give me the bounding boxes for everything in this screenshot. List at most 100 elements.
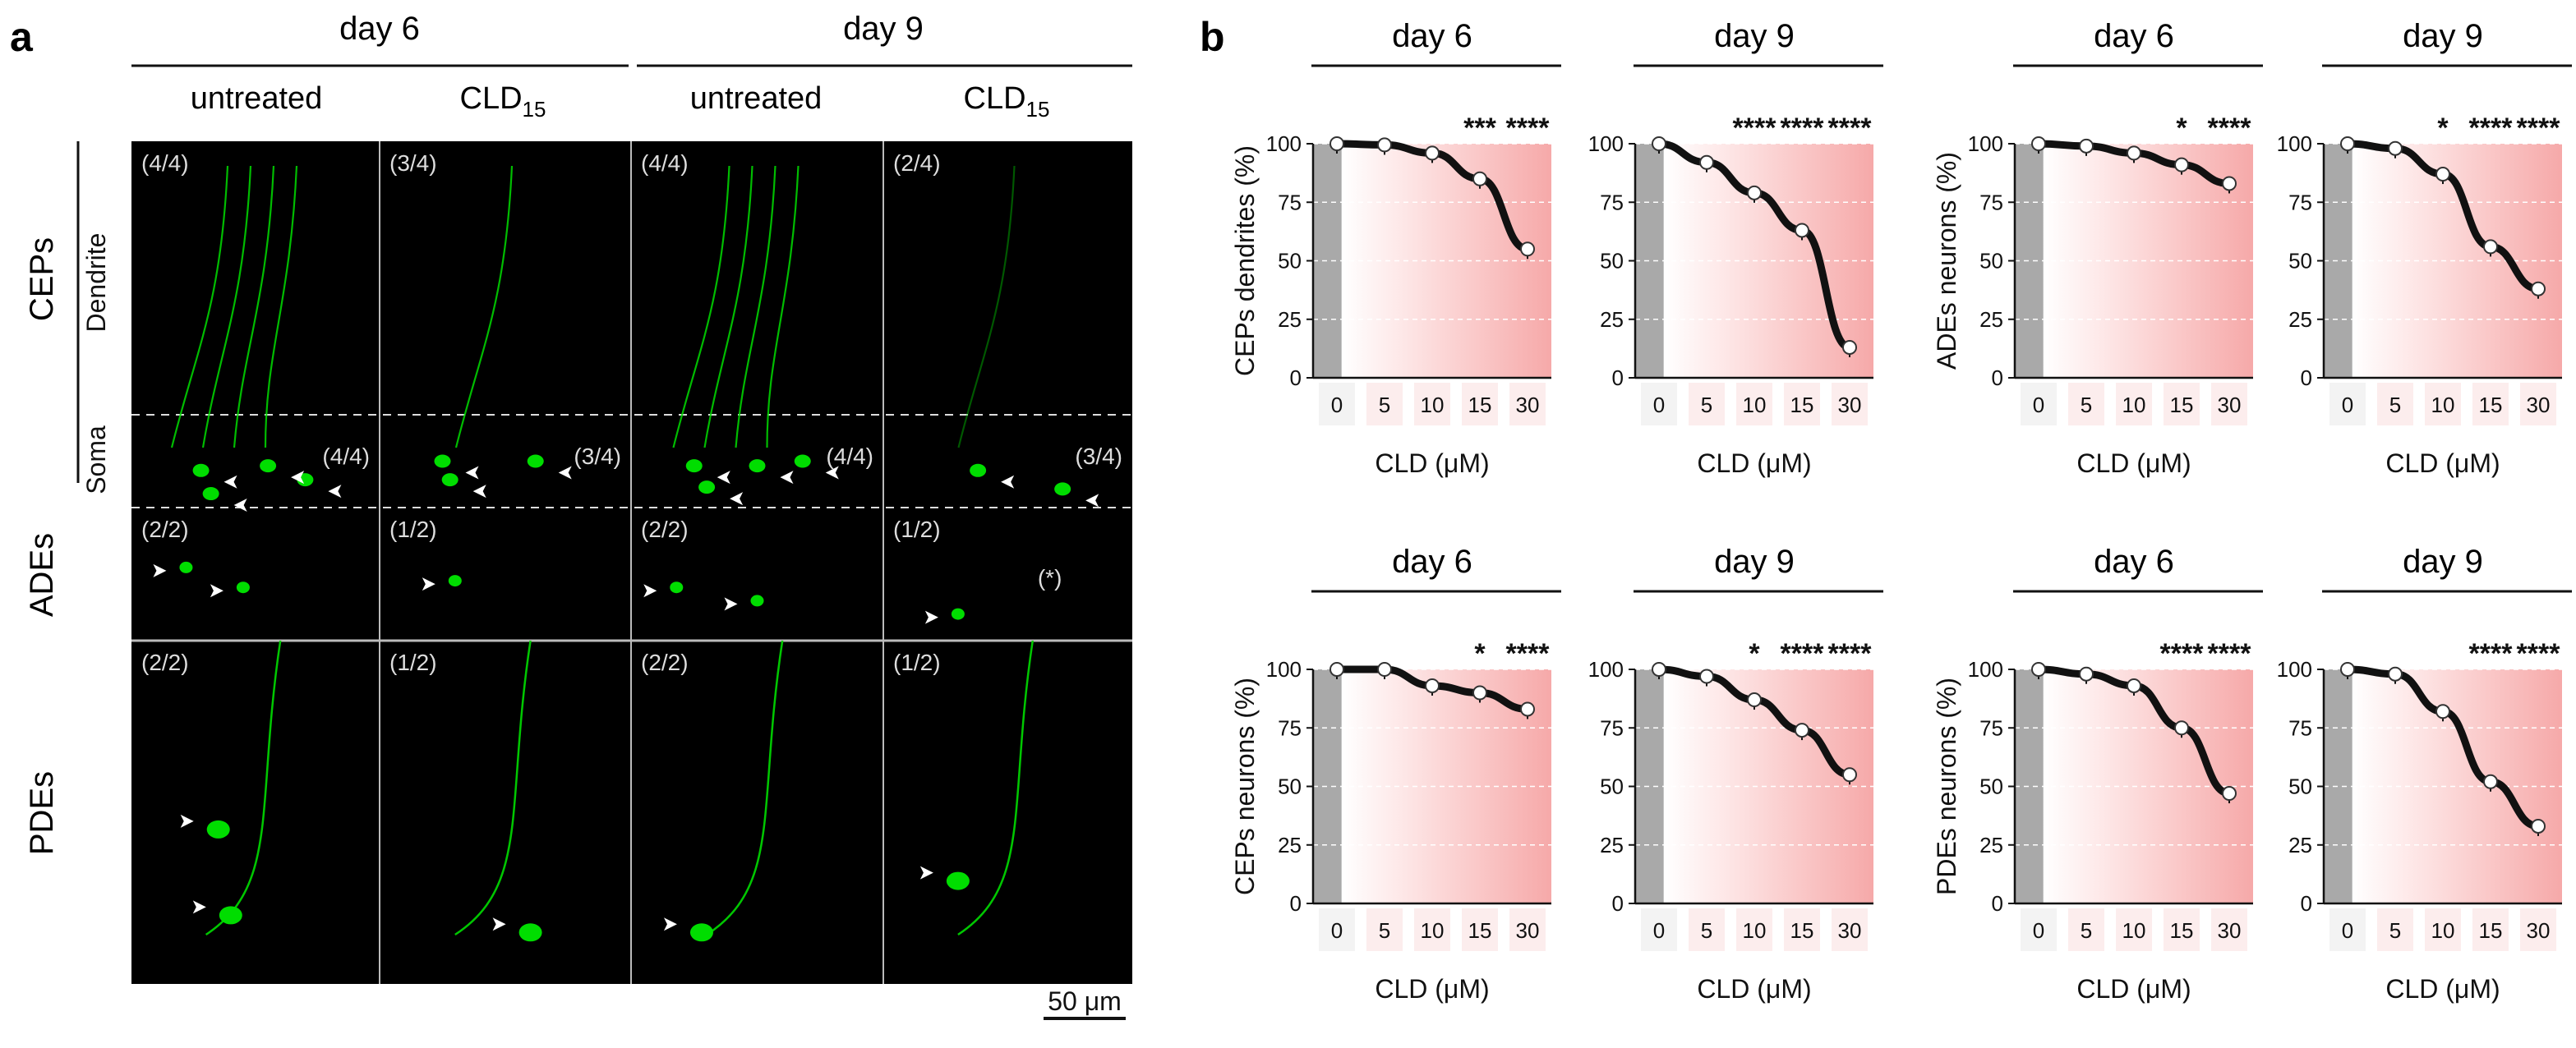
pde-cell [689,923,713,942]
significance-mark: **** [2517,638,2561,669]
data-point [2340,662,2355,677]
cld-band [2352,144,2562,378]
pde-fibers [957,640,1035,936]
y-tick-label: 0 [1992,365,2003,390]
data-point [1377,662,1392,677]
dendrite-fiber [454,165,514,448]
x-tick-label: 0 [2033,918,2044,943]
y-tick-label: 50 [1600,249,1624,273]
x-tick-band [1414,908,1450,951]
soma-cell [192,463,210,477]
y-tick-label: 0 [2301,365,2312,390]
x-tick-band [1641,383,1677,425]
pde-cell [206,820,230,839]
soma-cell [749,459,766,473]
x-axis-label: CLD (μM) [1697,448,1811,478]
dendrite-fibers [170,165,298,448]
y-tick-label: 100 [1968,657,2003,682]
pde-cell [946,871,970,890]
significance-mark: * [2437,113,2449,144]
significance-mark: **** [1733,113,1777,144]
pde-cells [946,871,970,890]
arrow-icon [328,485,342,499]
chart-title: day 9 [1714,18,1795,54]
pde-cell [219,906,242,925]
sub-label-dendrite: Dendrite [81,233,111,333]
column-header-cld-day9: CLD15 [964,81,1050,122]
data-point [1842,767,1857,783]
y-tick-label: 25 [1278,307,1302,332]
significance-mark: **** [1828,113,1873,144]
x-tick-band [2021,383,2057,425]
data-point [2174,720,2189,736]
x-tick-band [1462,908,1498,951]
x-tick-band [2520,383,2556,425]
significance-mark: **** [1781,638,1825,669]
data-point [1795,223,1809,238]
x-tick-band [2329,908,2366,951]
count-pdes: (2/2) [141,650,189,675]
x-tick-band [2164,908,2200,951]
pde-fiber [957,640,1035,936]
y-tick-label: 75 [1979,715,2003,740]
x-axis-label: CLD (μM) [1375,974,1489,1004]
data-point [1472,171,1487,186]
arrow-icon [919,866,933,880]
column-header-cld-day6: CLD15 [460,81,546,122]
arrow-icon [291,471,305,485]
dendrite-fibers [957,165,1016,448]
x-axis-label: CLD (μM) [1697,974,1811,1004]
dendrite-fiber [264,165,298,448]
data-point [1425,678,1440,693]
x-tick-label: 10 [1743,393,1767,417]
y-tick-label: 75 [1278,190,1302,214]
significance-mark: **** [2469,638,2514,669]
ade-cells [670,581,764,607]
chart-5: day 6 0 25 50 75 100 0 5 10 15 30 CLD (μM) CEPs neur… [1230,544,1561,1004]
arrow-icon [422,577,435,591]
chart-title: day 9 [2403,544,2483,580]
significance-mark: * [1749,638,1760,669]
sub-label-soma: Soma [81,425,111,494]
x-tick-band [1689,908,1725,951]
soma-cell [260,459,277,473]
data-point [1329,662,1344,677]
arrow-icon [825,466,839,480]
y-tick-label: 100 [1588,657,1624,682]
y-tick-label: 25 [1600,833,1624,857]
cld-band [2352,669,2562,903]
y-tick-label: 25 [2288,833,2312,857]
x-tick-band [1462,383,1498,425]
y-tick-label: 50 [2288,775,2312,799]
x-tick-band [1509,383,1546,425]
chart-7: day 6 0 25 50 75 100 0 5 10 15 30 CLD (μM) PDEs neur… [1932,544,2263,1004]
y-tick-label: 0 [1290,365,1302,390]
x-axis-label: CLD (μM) [2076,974,2191,1004]
x-tick-label: 10 [2122,918,2146,943]
microscopy-grid: (4/4) (4/4) (2/2) (2/2) (3/4) (3/4) (1/2) (1/2)… [131,141,1132,984]
y-tick-label: 100 [1968,131,2003,156]
data-point [2079,666,2094,682]
ade-cell [236,581,250,594]
dendrite-fiber [201,165,252,448]
x-tick-band [1736,383,1772,425]
y-tick-label: 0 [1290,891,1302,916]
significance-mark: **** [1506,638,1551,669]
cld-band [2043,144,2253,378]
pde-cells [206,820,242,925]
x-tick-band [2472,908,2509,951]
fit-curve [1333,140,1532,253]
x-tick-label: 0 [2342,393,2353,417]
chart-title: day 6 [2094,544,2174,580]
soma-cell [698,480,716,494]
x-tick-band [1784,908,1820,951]
pde-fibers [454,640,532,936]
dendrite-fibers [672,165,800,448]
x-tick-label: 30 [2527,918,2551,943]
count-dendrite: (4/4) [641,150,689,176]
x-tick-band [1784,383,1820,425]
ade-cells [179,561,250,594]
data-point [2388,666,2403,682]
count-dendrite: (2/4) [893,150,941,176]
x-tick-band [2520,908,2556,951]
